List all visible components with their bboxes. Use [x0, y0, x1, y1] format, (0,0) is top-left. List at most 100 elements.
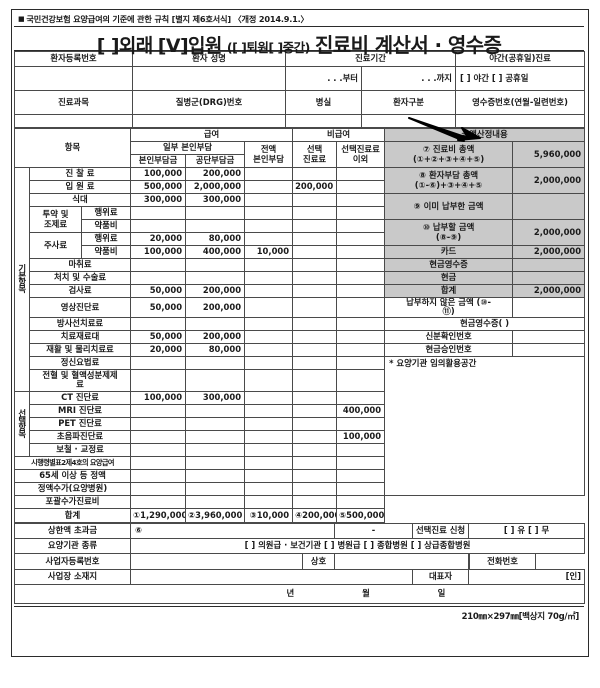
title-inpatient-checkbox[interactable]: [V]입원 — [157, 35, 223, 58]
institution-free-space[interactable]: * 요양기관 임의활용공간 — [384, 355, 586, 496]
cell-nonopt[interactable]: 100,000 — [336, 429, 386, 444]
cell-full[interactable] — [244, 271, 294, 286]
cell-insurer[interactable]: 2,000,000 — [185, 180, 246, 195]
cell-full[interactable] — [244, 416, 294, 431]
business-reg-no-value[interactable] — [130, 552, 303, 570]
cell-full[interactable] — [244, 468, 294, 483]
cell-self[interactable]: 50,000 — [130, 297, 187, 318]
cell-insurer[interactable] — [185, 219, 246, 234]
cell-opt[interactable] — [292, 316, 338, 331]
dept-value[interactable] — [14, 114, 133, 129]
cell-self[interactable] — [130, 455, 187, 470]
cell-insurer[interactable]: 80,000 — [185, 342, 246, 357]
cell-full[interactable] — [244, 368, 294, 392]
cell-opt[interactable] — [292, 442, 338, 457]
cell-opt[interactable] — [292, 329, 338, 344]
cell-insurer[interactable] — [185, 258, 246, 273]
cell-opt[interactable] — [292, 219, 338, 234]
cell-self[interactable] — [130, 442, 187, 457]
cell-full[interactable] — [244, 232, 294, 247]
cell-nonopt[interactable] — [336, 206, 386, 221]
cell-insurer[interactable] — [185, 416, 246, 431]
patient-name-value[interactable] — [132, 66, 286, 92]
cell-full[interactable] — [244, 481, 294, 496]
payment-cash-value[interactable] — [512, 271, 586, 286]
cell-nonopt[interactable] — [336, 481, 386, 496]
cell-nonopt[interactable] — [336, 455, 386, 470]
cell-nonopt[interactable] — [336, 180, 386, 195]
cell-full[interactable] — [244, 258, 294, 273]
phone-value[interactable] — [535, 553, 585, 569]
cell-nonopt[interactable] — [336, 245, 386, 260]
cell-self[interactable] — [130, 368, 187, 392]
cell-full[interactable] — [244, 180, 294, 195]
cell-insurer[interactable] — [185, 442, 246, 457]
cell-self[interactable] — [130, 355, 187, 370]
cell-self[interactable]: 300,000 — [130, 193, 187, 208]
cell-nonopt[interactable] — [336, 342, 386, 357]
cell-self[interactable] — [130, 271, 187, 286]
cell-opt[interactable] — [292, 481, 338, 496]
cell-insurer[interactable]: 200,000 — [185, 284, 246, 299]
cell-nonopt[interactable] — [336, 232, 386, 247]
cell-opt[interactable] — [292, 403, 338, 418]
cell-opt[interactable]: 200,000 — [292, 180, 338, 195]
cell-nonopt[interactable] — [336, 355, 386, 370]
cell-opt[interactable] — [292, 390, 338, 405]
care-period-from[interactable]: . . .부터 — [285, 66, 362, 92]
cell-insurer[interactable] — [185, 271, 246, 286]
issue-date-line[interactable]: 년 월 일 — [13, 583, 586, 604]
cell-self[interactable] — [130, 494, 187, 509]
cell-nonopt[interactable] — [336, 193, 386, 208]
cell-opt[interactable] — [292, 494, 338, 509]
shop-name-value[interactable] — [334, 552, 470, 570]
cell-insurer[interactable]: 400,000 — [185, 245, 246, 260]
patient-reg-no-value[interactable] — [14, 66, 133, 92]
room-value[interactable] — [285, 114, 362, 129]
cell-insurer[interactable] — [185, 316, 246, 331]
cell-nonopt[interactable] — [336, 284, 386, 299]
cell-nonopt[interactable] — [336, 494, 386, 509]
cell-full[interactable] — [244, 297, 294, 318]
cell-full[interactable] — [244, 284, 294, 299]
cell-opt[interactable] — [292, 245, 338, 260]
cell-full[interactable] — [244, 219, 294, 234]
title-sub-checkboxes[interactable]: ([ ]퇴원[ ]중간) — [226, 40, 310, 56]
cell-opt[interactable] — [292, 355, 338, 370]
cell-self[interactable] — [130, 468, 187, 483]
cell-nonopt[interactable] — [336, 416, 386, 431]
cell-full[interactable] — [244, 329, 294, 344]
cell-self[interactable]: 20,000 — [130, 342, 187, 357]
unpaid-amount-value[interactable] — [512, 297, 586, 318]
cell-nonopt[interactable]: 400,000 — [336, 403, 386, 418]
title-outpatient-checkbox[interactable]: [ ]외래 — [96, 35, 154, 58]
receipt-no-value[interactable] — [455, 114, 586, 129]
cell-insurer[interactable] — [185, 455, 246, 470]
payment-cash-receipt-value[interactable] — [512, 258, 586, 273]
cash-approval-value[interactable] — [512, 342, 586, 357]
cell-full[interactable] — [244, 442, 294, 457]
cell-self[interactable]: 500,000 — [130, 180, 187, 195]
cell-opt[interactable] — [292, 284, 338, 299]
cell-opt[interactable] — [292, 193, 338, 208]
cell-nonopt[interactable] — [336, 468, 386, 483]
cell-nonopt[interactable] — [336, 167, 386, 182]
cell-insurer[interactable]: 300,000 — [185, 390, 246, 405]
cell-insurer[interactable] — [185, 368, 246, 392]
cell-full[interactable] — [244, 429, 294, 444]
cell-self[interactable]: 100,000 — [130, 245, 187, 260]
cell-full[interactable] — [244, 494, 294, 509]
cell-opt[interactable] — [292, 342, 338, 357]
cell-nonopt[interactable] — [336, 219, 386, 234]
cell-full[interactable] — [244, 193, 294, 208]
cell-insurer[interactable] — [185, 481, 246, 496]
cell-nonopt[interactable] — [336, 390, 386, 405]
cell-self[interactable]: 50,000 — [130, 329, 187, 344]
cell-opt[interactable] — [292, 368, 338, 392]
cell-opt[interactable] — [292, 297, 338, 318]
cell-insurer[interactable] — [185, 355, 246, 370]
cell-full[interactable] — [244, 316, 294, 331]
cell-opt[interactable] — [292, 258, 338, 273]
cash-receipt-label[interactable]: 현금영수증( ) — [384, 316, 586, 331]
cell-opt[interactable] — [292, 468, 338, 483]
